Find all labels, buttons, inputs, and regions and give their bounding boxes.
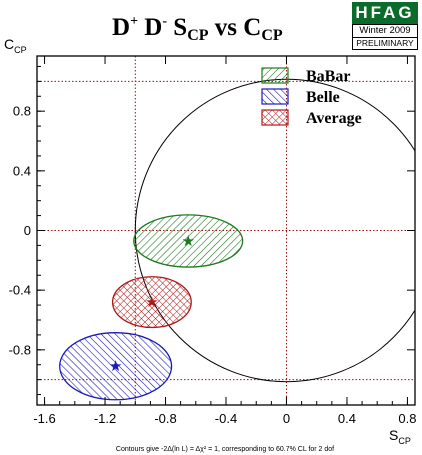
contour-average: [111, 276, 192, 329]
x-tick-label: -1.6: [33, 411, 55, 426]
legend-label-babar: BaBar: [306, 68, 350, 85]
hfag-status-label: PRELIMINARY: [352, 37, 418, 50]
legend-label-average: Average: [306, 110, 362, 127]
legend-label-belle: Belle: [306, 89, 340, 106]
x-tick-label: 0.8: [398, 411, 416, 426]
x-tick-label: -1.2: [94, 411, 116, 426]
x-tick-label: -0.4: [215, 411, 237, 426]
x-tick-label: 0.4: [338, 411, 356, 426]
y-tick-label: 0: [24, 223, 31, 238]
x-tick-label: 0: [283, 411, 290, 426]
hfag-season-label: Winter 2009: [352, 24, 418, 37]
axis-ticks: -1.6 -1.2 -0.8 -0.4 0 0.4 0.8 -0.8 -0.4 0 0.4 0.8: [9, 56, 416, 426]
contour-belle: [59, 332, 173, 401]
y-tick-label: 0.8: [13, 104, 31, 119]
footnote: Contours give -2Δ(ln L) = Δχ² = 1, corre…: [116, 446, 334, 453]
central-value-belle-star: ★: [109, 359, 122, 375]
central-value-babar-star: ★: [181, 234, 194, 250]
y-axis-label: CCP: [4, 36, 27, 55]
legend-swatch-belle: [261, 88, 289, 105]
central-value-average-star: ★: [145, 295, 158, 311]
y-tick-label: -0.8: [9, 342, 31, 357]
contour-babar: [133, 214, 244, 268]
legend-swatch-babar: [261, 67, 289, 84]
legend: BaBar Belle Average: [261, 67, 362, 127]
x-tick-label: -0.8: [154, 411, 176, 426]
chart-title: D+ D- SCP vs CCP: [112, 14, 283, 44]
y-tick-label: -0.4: [9, 283, 31, 298]
hfag-logo: HFAG: [352, 2, 418, 24]
hfag-badge: HFAG Winter 2009 PRELIMINARY: [352, 2, 418, 50]
legend-swatch-average: [261, 109, 289, 126]
x-axis-label: SCP: [389, 427, 411, 446]
y-tick-label: 0.4: [13, 163, 31, 178]
